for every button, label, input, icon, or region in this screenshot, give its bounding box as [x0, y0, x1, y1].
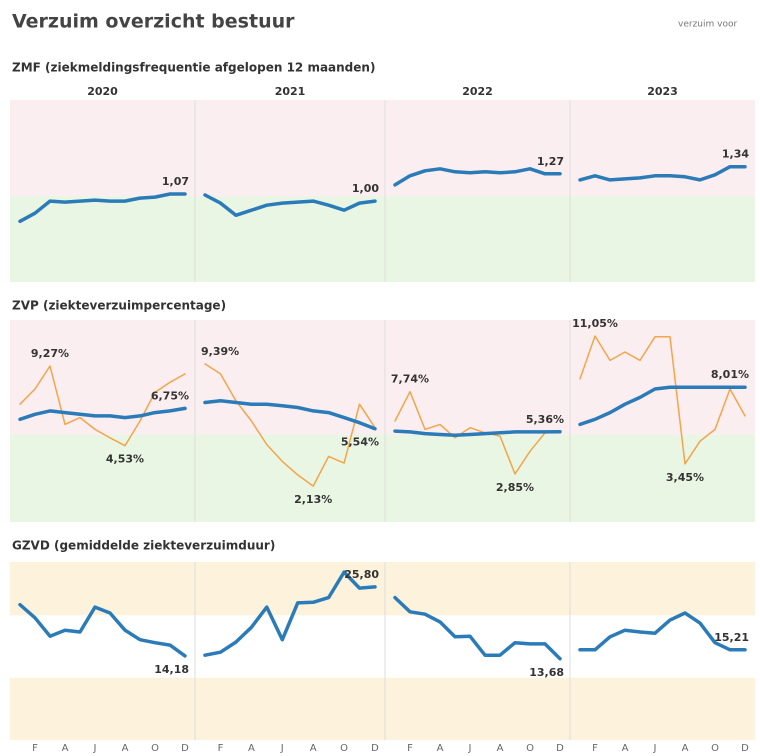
month-label: J	[468, 743, 472, 754]
series-line	[393, 429, 562, 438]
value-label: 11,05%	[572, 317, 618, 330]
series-line	[18, 192, 187, 224]
month-label: O	[526, 743, 534, 754]
zone-band	[385, 196, 570, 282]
year-label: 2020	[87, 85, 118, 98]
month-label: A	[497, 743, 504, 754]
zone-band	[570, 677, 755, 740]
month-label: A	[62, 743, 69, 754]
series-line	[578, 385, 747, 427]
month-label: A	[437, 743, 444, 754]
year-label: 2023	[647, 85, 678, 98]
month-label: F	[218, 743, 224, 754]
year-label: 2021	[275, 85, 306, 98]
zone-band	[385, 434, 570, 522]
series-line	[19, 365, 186, 447]
month-label: O	[340, 743, 348, 754]
month-label: A	[310, 743, 317, 754]
month-label: A	[248, 743, 255, 754]
series-line	[579, 335, 746, 465]
month-label: J	[280, 743, 284, 754]
zone-band	[195, 677, 385, 740]
zone-band	[195, 196, 385, 282]
month-label: D	[556, 743, 564, 754]
page-title: Verzuim overzicht bestuur	[12, 11, 295, 33]
year-label: 2022	[462, 85, 493, 98]
series-line	[18, 406, 187, 422]
series-line	[393, 595, 562, 661]
month-label: D	[371, 743, 379, 754]
series-line	[394, 390, 561, 475]
value-label: 14,18	[154, 663, 189, 676]
month-label: J	[653, 743, 657, 754]
zone-band	[195, 434, 385, 522]
value-label: 13,68	[529, 666, 564, 679]
section-title: ZMF (ziekmeldingsfrequentie afgelopen 12…	[12, 61, 375, 75]
value-label: 5,54%	[341, 436, 379, 449]
series-line	[203, 399, 377, 431]
series-line	[393, 167, 562, 187]
value-label: 1,00	[352, 182, 379, 195]
zone-band	[385, 677, 570, 740]
value-label: 1,34	[722, 148, 749, 161]
month-label: F	[407, 743, 413, 754]
month-label: O	[711, 743, 719, 754]
zone-band	[570, 562, 755, 616]
value-label: 9,27%	[31, 347, 69, 360]
value-label: 5,36%	[526, 413, 564, 426]
value-label: 15,21	[714, 631, 749, 644]
value-label: 25,80	[344, 568, 379, 581]
zone-band	[195, 320, 385, 435]
value-label: 2,13%	[294, 493, 332, 506]
zone-band	[195, 562, 385, 616]
zone-band	[385, 562, 570, 616]
month-label: F	[592, 743, 598, 754]
zone-band	[195, 100, 385, 197]
value-label: 8,01%	[711, 368, 749, 381]
section-title: GZVD (gemiddelde ziekteverzuimduur)	[12, 539, 275, 553]
value-label: 2,85%	[496, 481, 534, 494]
value-label: 1,07	[162, 175, 189, 188]
month-label: O	[151, 743, 159, 754]
zone-band	[570, 434, 755, 522]
header-note: verzuim voor	[678, 20, 737, 30]
zone-band	[10, 100, 195, 197]
series-line	[578, 164, 747, 182]
series-line	[203, 570, 377, 657]
month-label: A	[622, 743, 629, 754]
value-label: 3,45%	[666, 471, 704, 484]
zone-band	[570, 100, 755, 197]
series-line	[18, 602, 187, 658]
zone-band	[10, 677, 195, 740]
zone-band	[10, 562, 195, 616]
month-label: D	[181, 743, 189, 754]
zone-band	[570, 196, 755, 282]
value-label: 9,39%	[201, 345, 239, 358]
value-label: 7,74%	[391, 373, 429, 386]
value-label: 6,75%	[151, 389, 189, 402]
series-line	[204, 363, 376, 487]
section-title: ZVP (ziekteverzuimpercentage)	[12, 299, 226, 313]
zone-band	[385, 320, 570, 435]
value-label: 4,53%	[106, 453, 144, 466]
month-label: A	[682, 743, 689, 754]
month-label: F	[32, 743, 38, 754]
month-label: J	[93, 743, 97, 754]
series-line	[203, 193, 377, 218]
value-label: 1,27	[537, 155, 564, 168]
month-label: D	[741, 743, 749, 754]
series-line	[578, 611, 747, 652]
zone-band	[10, 434, 195, 522]
zone-band	[385, 100, 570, 197]
month-label: A	[122, 743, 129, 754]
